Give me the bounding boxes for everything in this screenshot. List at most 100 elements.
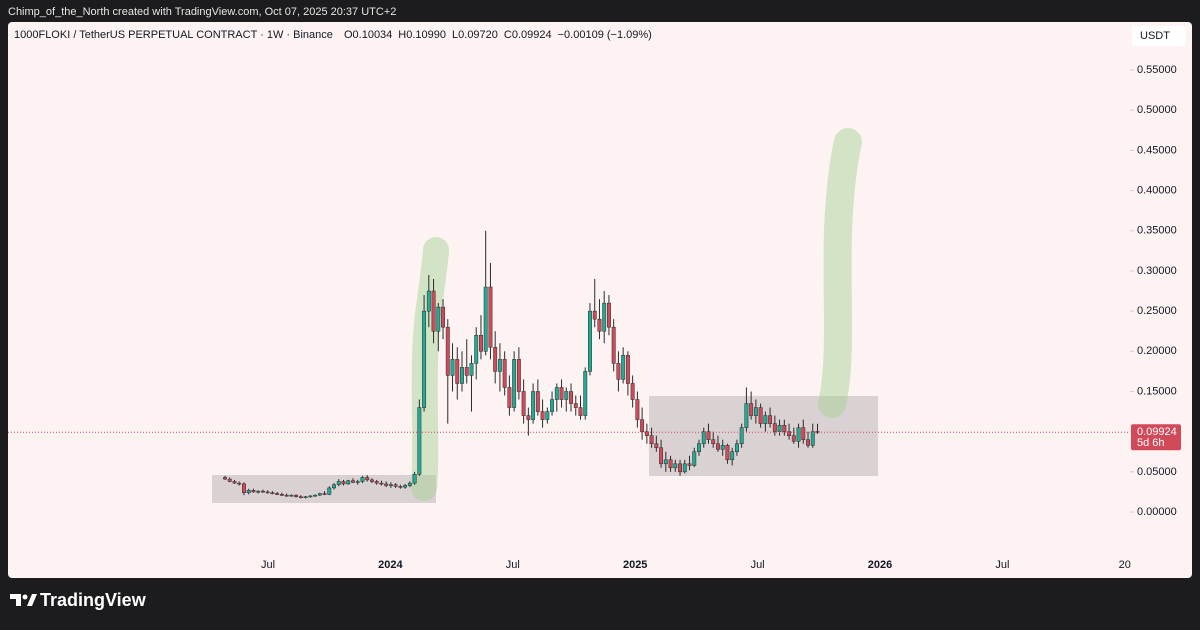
candle-body (535, 391, 540, 412)
currency-box (1132, 26, 1186, 46)
candle-body (327, 487, 332, 495)
candle-body (597, 318, 602, 332)
legend-value: 0.09924 (512, 29, 552, 41)
candle-body (588, 310, 592, 372)
candle-body (445, 326, 450, 376)
y-tick-label: 0.15000 (1137, 385, 1177, 397)
candle-body (497, 359, 502, 372)
candle-body (294, 494, 299, 498)
legend-key: H (398, 29, 406, 41)
x-tick-label: Jul (751, 559, 765, 571)
candle-body (507, 387, 512, 408)
y-tick-label: 0.40000 (1137, 184, 1177, 196)
y-tick-label: 0.55000 (1137, 64, 1177, 76)
candle-body (554, 387, 559, 400)
candle-body (246, 490, 251, 493)
candle-body (625, 355, 630, 384)
candle-body (379, 482, 384, 485)
candle-body (384, 483, 389, 486)
candle-body (521, 391, 526, 416)
candle-body (654, 443, 659, 448)
candle-body (365, 477, 370, 481)
candle-body (275, 493, 280, 495)
currency: USDT (1140, 30, 1170, 42)
candle-body (578, 407, 583, 416)
candle-body (673, 463, 678, 469)
y-tick-label: 0.05000 (1137, 466, 1177, 478)
brand: TradingView (40, 590, 147, 610)
candle-body (545, 411, 550, 420)
candle-body (697, 443, 701, 453)
candle-body (298, 496, 303, 499)
candle-body (606, 302, 611, 328)
y-tick-label: 0.30000 (1137, 265, 1177, 277)
candle-body (564, 391, 569, 400)
candle-body (569, 391, 573, 404)
candle-body (388, 484, 393, 486)
range-box (212, 475, 436, 503)
legend-value: 0.10990 (406, 29, 446, 41)
candle-body (659, 447, 664, 465)
candle-body (635, 399, 640, 420)
candle-body (640, 419, 645, 432)
candle-body (711, 439, 716, 444)
candle-body (531, 391, 536, 420)
legend-key: L (452, 29, 458, 41)
credit: Chimp_of_the_North created with TradingV… (8, 6, 396, 18)
candle-body (256, 490, 261, 493)
candle-body (265, 491, 270, 494)
countdown: 5d 6h (1137, 437, 1165, 449)
candle-body (716, 443, 720, 450)
candle-body (332, 484, 336, 489)
candle-body (436, 306, 441, 332)
range-box (649, 396, 878, 476)
candle-body (663, 459, 668, 465)
legend-value: 0.09720 (458, 29, 498, 41)
candle-body (682, 463, 687, 473)
candle-body (251, 490, 256, 493)
x-tick-label: Jul (506, 559, 520, 571)
candle-body (720, 445, 725, 450)
x-tick-label: Jul (261, 559, 275, 571)
legend-key: O (344, 29, 353, 41)
candle-body (644, 431, 649, 436)
y-tick-label: 0.20000 (1137, 345, 1177, 357)
candle-body (303, 496, 308, 499)
candle-body (526, 415, 531, 420)
candle-body (393, 484, 398, 487)
candle-body (355, 481, 360, 483)
candle-body (758, 407, 763, 424)
candle-body (426, 290, 431, 312)
candle-body (341, 481, 346, 485)
x-tick-label: 2024 (378, 559, 403, 571)
candle-body (469, 363, 474, 376)
candle-body (232, 481, 237, 484)
x-tick-label: Jul (995, 559, 1009, 571)
y-tick-label: 0.35000 (1137, 225, 1177, 237)
legend-key: C (504, 29, 512, 41)
candle-body (412, 474, 417, 484)
candle-body (450, 359, 455, 376)
candle-body (488, 286, 493, 348)
candle-body (336, 481, 341, 485)
candle-body (516, 359, 521, 392)
candle-body (417, 407, 422, 475)
candle-body (369, 479, 374, 482)
legend-change: −0.00109 (−1.09%) (558, 29, 652, 41)
candle-body (464, 367, 469, 376)
candle-body (483, 286, 488, 352)
y-tick-label: 0.50000 (1137, 104, 1177, 116)
candle-body (782, 424, 787, 432)
candle-body (308, 495, 313, 498)
candle-body (730, 451, 735, 461)
candle-body (313, 494, 318, 497)
candle-body (592, 310, 597, 320)
candle-body (801, 427, 806, 440)
candle-body (772, 423, 777, 432)
brand-logo (10, 594, 37, 606)
symbol-legend: 1000FLOKI / TetherUS PERPETUAL CONTRACT … (14, 29, 652, 41)
highlight-stroke (411, 237, 449, 501)
candle-body (441, 306, 445, 328)
candle-body (777, 424, 782, 432)
candle-body (346, 480, 351, 485)
